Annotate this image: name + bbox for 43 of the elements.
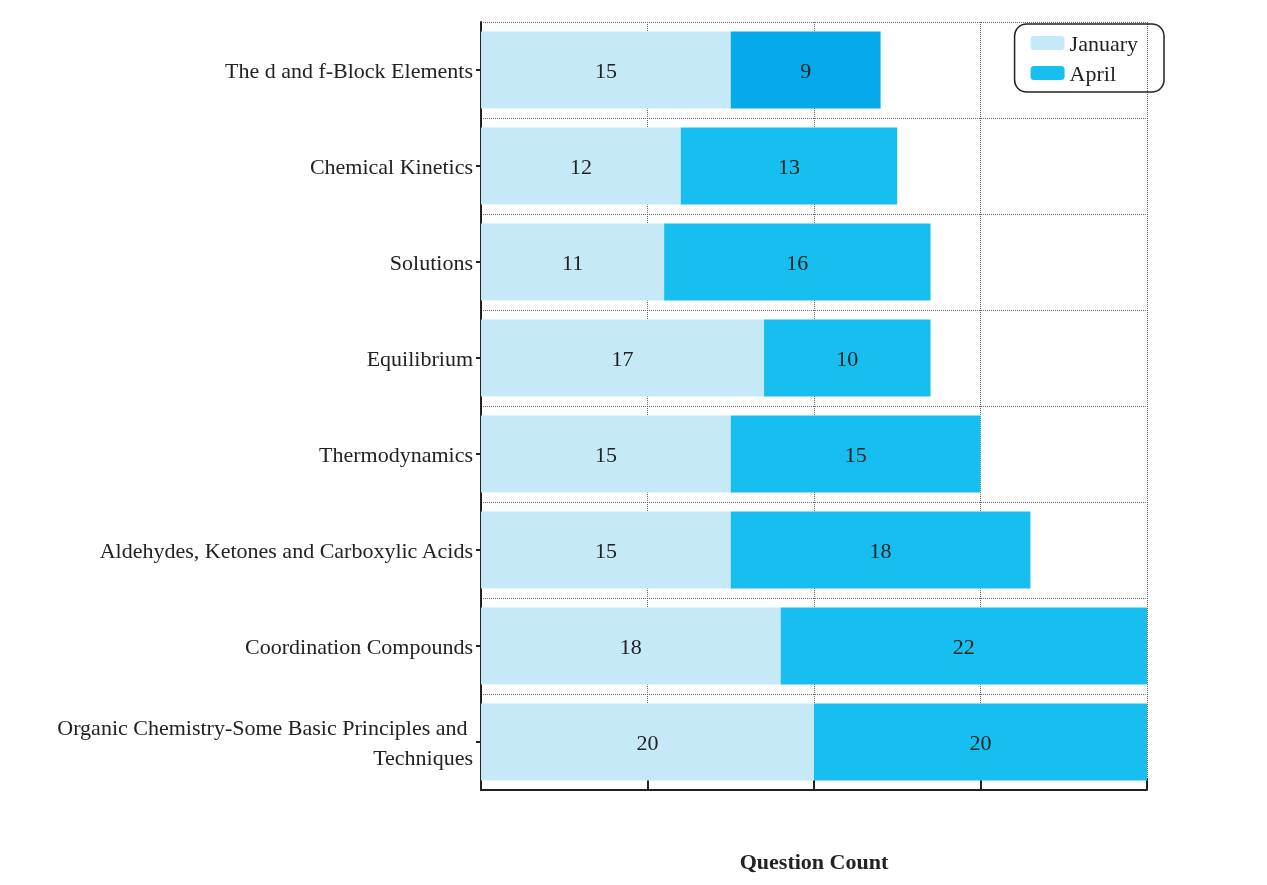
data-label: 18	[619, 633, 642, 659]
data-label: 13	[778, 153, 801, 179]
bar	[814, 703, 1147, 781]
y-tick-label: Coordination Compounds	[245, 633, 473, 659]
data-label: 18	[869, 537, 892, 563]
legend-label: April	[1069, 60, 1117, 86]
bar	[730, 415, 981, 493]
data-label: 15	[594, 57, 617, 83]
y-tick-label: Equilibrium	[366, 345, 473, 371]
data-label: 17	[611, 345, 634, 371]
data-label: 15	[844, 441, 867, 467]
bar	[481, 31, 731, 109]
data-label: 15	[594, 537, 617, 563]
data-label: 20	[969, 729, 992, 755]
bar	[481, 127, 681, 205]
bar	[481, 223, 665, 301]
y-tick-label: Aldehydes, Ketones and Carboxylic Acids	[99, 537, 473, 563]
data-label: 20	[636, 729, 659, 755]
legend-label: January	[1069, 30, 1138, 56]
y-tick-label: Chemical Kinetics	[309, 153, 473, 179]
data-label: 9	[800, 57, 812, 83]
bar	[481, 319, 765, 397]
bar	[730, 31, 881, 109]
bar	[764, 319, 931, 397]
data-label: 15	[594, 441, 617, 467]
bar	[481, 703, 814, 781]
y-tick-label: Organic Chemistry-Some Basic Principles and Techniques	[57, 714, 473, 770]
data-label: 10	[836, 345, 859, 371]
data-label: 16	[786, 249, 809, 275]
bar	[730, 511, 1031, 589]
bar	[680, 127, 898, 205]
y-tick-label: The d and f-Block Elements	[224, 57, 473, 83]
x-axis-title: Question Count	[739, 848, 889, 874]
bar	[481, 607, 781, 685]
y-tick-label: Thermodynamics	[319, 441, 473, 467]
bar	[481, 415, 731, 493]
bar	[780, 607, 1147, 685]
bar	[481, 511, 731, 589]
data-label: 22	[952, 633, 975, 659]
data-label: 12	[569, 153, 592, 179]
y-tick-label: Solutions	[389, 249, 473, 275]
bar	[664, 223, 931, 301]
data-label: 11	[561, 249, 584, 275]
